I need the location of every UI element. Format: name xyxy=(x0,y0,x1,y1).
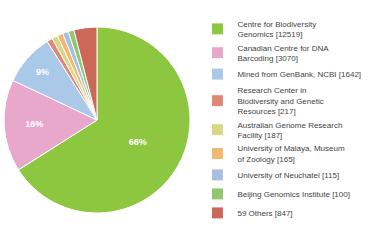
svg-text:Mined from GenBank, NCBI [1642: Mined from GenBank, NCBI [1642] xyxy=(237,70,361,79)
svg-text:Canadian Centre for DNABarcodi: Canadian Centre for DNABarcoding [3070] xyxy=(237,44,329,63)
svg-text:66%: 66% xyxy=(129,137,147,147)
svg-text:16%: 16% xyxy=(25,119,43,129)
svg-text:University of Malaya, Museumof: University of Malaya, Museumof Zoology [… xyxy=(237,144,344,163)
svg-text:59 Others [847]: 59 Others [847] xyxy=(237,209,292,218)
svg-text:University of Neuchatel [115]: University of Neuchatel [115] xyxy=(237,171,339,180)
svg-text:Centre for BiodiversityGenomic: Centre for BiodiversityGenomics [12519] xyxy=(237,20,316,39)
svg-text:Beijing Genomics Institute [10: Beijing Genomics Institute [100] xyxy=(237,190,350,199)
svg-text:Research Center inBiodiversity: Research Center inBiodiversity and Genet… xyxy=(237,86,323,116)
svg-text:9%: 9% xyxy=(36,67,49,77)
svg-text:Australian Genome ResearchFaci: Australian Genome ResearchFacility [187] xyxy=(237,121,342,140)
